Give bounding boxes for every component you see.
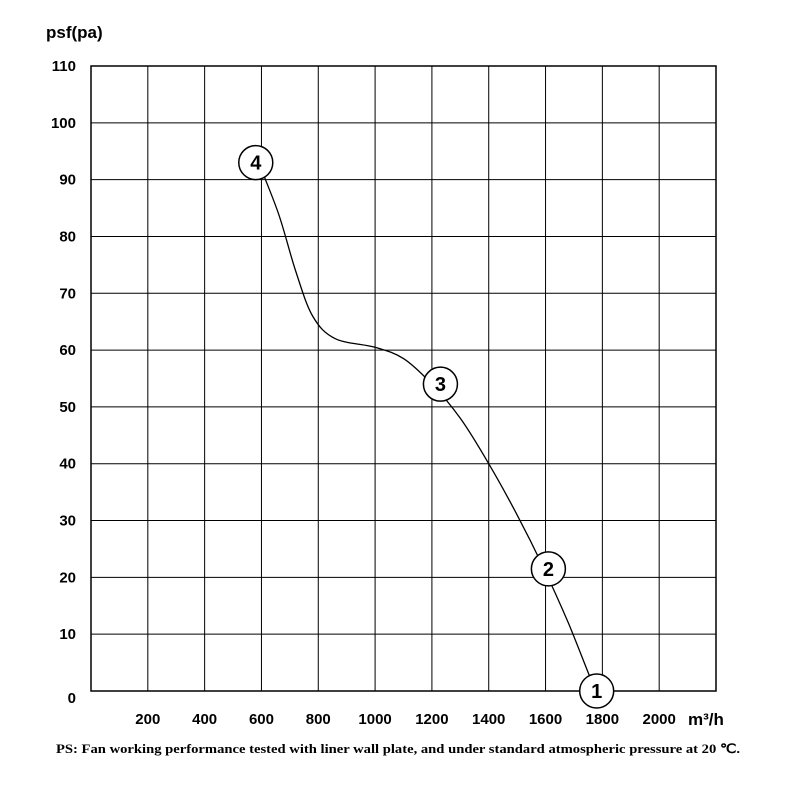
y-axis-label: psf(pa) [46,23,103,42]
x-tick-label: 1600 [529,711,562,728]
grid [91,66,716,691]
footnote: PS: Fan working performance tested with … [56,741,740,756]
y-tick-label: 80 [59,228,76,245]
y-tick-label: 70 [59,285,76,302]
y-tick-labels: 0 10 20 30 40 50 60 70 80 90 100 110 [51,58,76,707]
marker-circle [530,551,567,587]
x-tick-label: 1400 [472,711,505,728]
marker-label: 1 [591,681,602,703]
curve-point-markers: 1 2 3 4 [238,144,615,709]
x-tick-label: 1800 [586,711,619,728]
x-tick-label: 400 [192,711,217,728]
marker-label: 3 [435,374,446,396]
point-marker-3: 3 [422,366,459,402]
y-tick-label: 20 [59,569,76,586]
y-tick-label: 90 [59,172,76,189]
y-tick-label: 40 [59,456,76,473]
y-tick-label: 110 [52,58,76,75]
marker-circle [578,673,615,709]
marker-circle [422,366,459,402]
marker-circle [238,144,274,181]
y-tick-label: 100 [51,115,76,132]
point-marker-1: 1 [578,673,615,709]
y-tick-label: 30 [59,513,76,530]
x-axis-label: m³/h [688,710,724,729]
y-tick-label: 10 [59,626,76,643]
x-tick-label: 600 [249,711,274,728]
x-tick-labels: 200 400 600 800 1000 1200 1400 1600 1800 2000 [135,711,676,728]
y-tick-label: 0 [68,690,76,707]
plot-area-frame [90,65,717,692]
x-tick-label: 1000 [358,711,391,728]
point-marker-2: 2 [530,551,567,587]
x-tick-label: 2000 [642,711,675,728]
x-tick-label: 800 [306,711,331,728]
x-tick-label: 1200 [415,711,448,728]
point-marker-4: 4 [238,144,274,181]
y-tick-label: 50 [59,399,76,416]
marker-label: 2 [543,559,554,581]
y-tick-label: 60 [59,342,76,359]
marker-label: 4 [250,153,262,175]
x-tick-label: 200 [135,711,160,728]
